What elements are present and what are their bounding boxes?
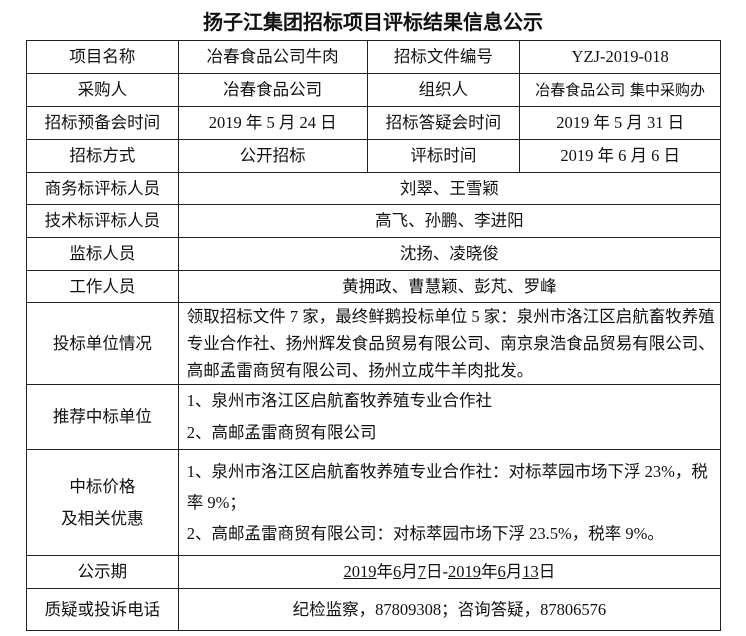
staff: 黄拥政、曹慧颖、彭芃、罗峰 bbox=[177, 270, 722, 303]
bidders: 领取招标文件 7 家，最终鲜鹅投标单位 5 家：泉州市洛江区启航畜牧养殖专业合作… bbox=[177, 302, 722, 385]
result-table: 项目名称 冶春食品公司牛肉 招标文件编号 YZJ-2019-018 采购人 冶春… bbox=[26, 40, 722, 631]
label: 商务标评标人员 bbox=[26, 172, 179, 205]
label: 招标文件编号 bbox=[366, 40, 521, 74]
label: 项目名称 bbox=[26, 40, 179, 74]
label: 采购人 bbox=[26, 73, 179, 107]
table-row: 质疑或投诉电话 纪检监察，87809308；咨询答疑，87806576 bbox=[26, 588, 722, 631]
supervisors: 沈扬、凌晓俊 bbox=[177, 237, 722, 271]
label: 公示期 bbox=[26, 555, 179, 589]
table-row: 工作人员 黄拥政、曹慧颖、彭芃、罗峰 bbox=[26, 270, 722, 303]
pre-meeting-date: 2019 年 5 月 24 日 bbox=[177, 106, 368, 140]
contact-phones: 纪检监察，87809308；咨询答疑，87806576 bbox=[177, 588, 722, 631]
label: 推荐中标单位 bbox=[26, 384, 179, 450]
table-row: 投标单位情况 领取招标文件 7 家，最终鲜鹅投标单位 5 家：泉州市洛江区启航畜… bbox=[26, 302, 722, 385]
project-name: 冶春食品公司牛肉 bbox=[177, 40, 368, 74]
label: 中标价格 bbox=[69, 476, 136, 496]
page-title: 扬子江集团招标项目评标结果信息公示 bbox=[203, 10, 543, 34]
label: 评标时间 bbox=[366, 139, 521, 173]
table-row: 监标人员 沈扬、凌晓俊 bbox=[26, 237, 722, 271]
label: 质疑或投诉电话 bbox=[26, 588, 179, 631]
buyer: 冶春食品公司 bbox=[177, 73, 368, 107]
recommended-item: 2、高邮孟雷商贸有限公司 bbox=[186, 423, 377, 442]
doc-no: YZJ-2019-018 bbox=[519, 40, 721, 74]
table-row: 商务标评标人员 刘翠、王雪颖 bbox=[26, 172, 722, 205]
label: 招标答疑会时间 bbox=[366, 106, 521, 140]
organizer: 冶春食品公司 集中采购办 bbox=[519, 73, 721, 107]
tech-evaluators: 高飞、孙鹏、李进阳 bbox=[177, 204, 722, 238]
price-item: 2、高邮孟雷商贸有限公司：对标萃园市场下浮 23.5%，税率 9%。 bbox=[186, 524, 664, 543]
method: 公开招标 bbox=[177, 139, 368, 173]
table-row: 招标预备会时间 2019 年 5 月 24 日 招标答疑会时间 2019 年 5… bbox=[26, 106, 721, 140]
label: 投标单位情况 bbox=[26, 302, 179, 385]
label: 监标人员 bbox=[26, 237, 179, 271]
label: 及相关优惠 bbox=[61, 508, 144, 528]
eval-time: 2019 年 6 月 6 日 bbox=[519, 139, 721, 173]
table-row: 推荐中标单位 1、泉州市洛江区启航畜牧养殖专业合作社 2、高邮孟雷商贸有限公司 bbox=[26, 384, 722, 450]
table-row: 采购人 冶春食品公司 组织人 冶春食品公司 集中采购办 bbox=[26, 73, 721, 107]
biz-evaluators: 刘翠、王雪颖 bbox=[177, 172, 722, 205]
publicity-period: 2019年6月7日-2019年6月13日 bbox=[177, 555, 722, 589]
table-row: 中标价格 及相关优惠 1、泉州市洛江区启航畜牧养殖专业合作社：对标萃园市场下浮 … bbox=[26, 449, 722, 556]
label: 招标方式 bbox=[26, 139, 179, 173]
label: 技术标评标人员 bbox=[26, 204, 179, 238]
label: 招标预备会时间 bbox=[26, 106, 179, 140]
table-row: 招标方式 公开招标 评标时间 2019 年 6 月 6 日 bbox=[26, 139, 721, 173]
table-row: 项目名称 冶春食品公司牛肉 招标文件编号 YZJ-2019-018 bbox=[26, 40, 721, 74]
label: 组织人 bbox=[366, 73, 521, 107]
price-item: 1、泉州市洛江区启航畜牧养殖专业合作社：对标萃园市场下浮 23%，税率 9%； bbox=[186, 462, 708, 512]
table-row: 技术标评标人员 高飞、孙鹏、李进阳 bbox=[26, 204, 722, 238]
qa-meeting-date: 2019 年 5 月 31 日 bbox=[519, 106, 721, 140]
table-row: 公示期 2019年6月7日-2019年6月13日 bbox=[26, 555, 722, 589]
label: 工作人员 bbox=[26, 270, 179, 303]
recommended-item: 1、泉州市洛江区启航畜牧养殖专业合作社 bbox=[186, 391, 493, 410]
